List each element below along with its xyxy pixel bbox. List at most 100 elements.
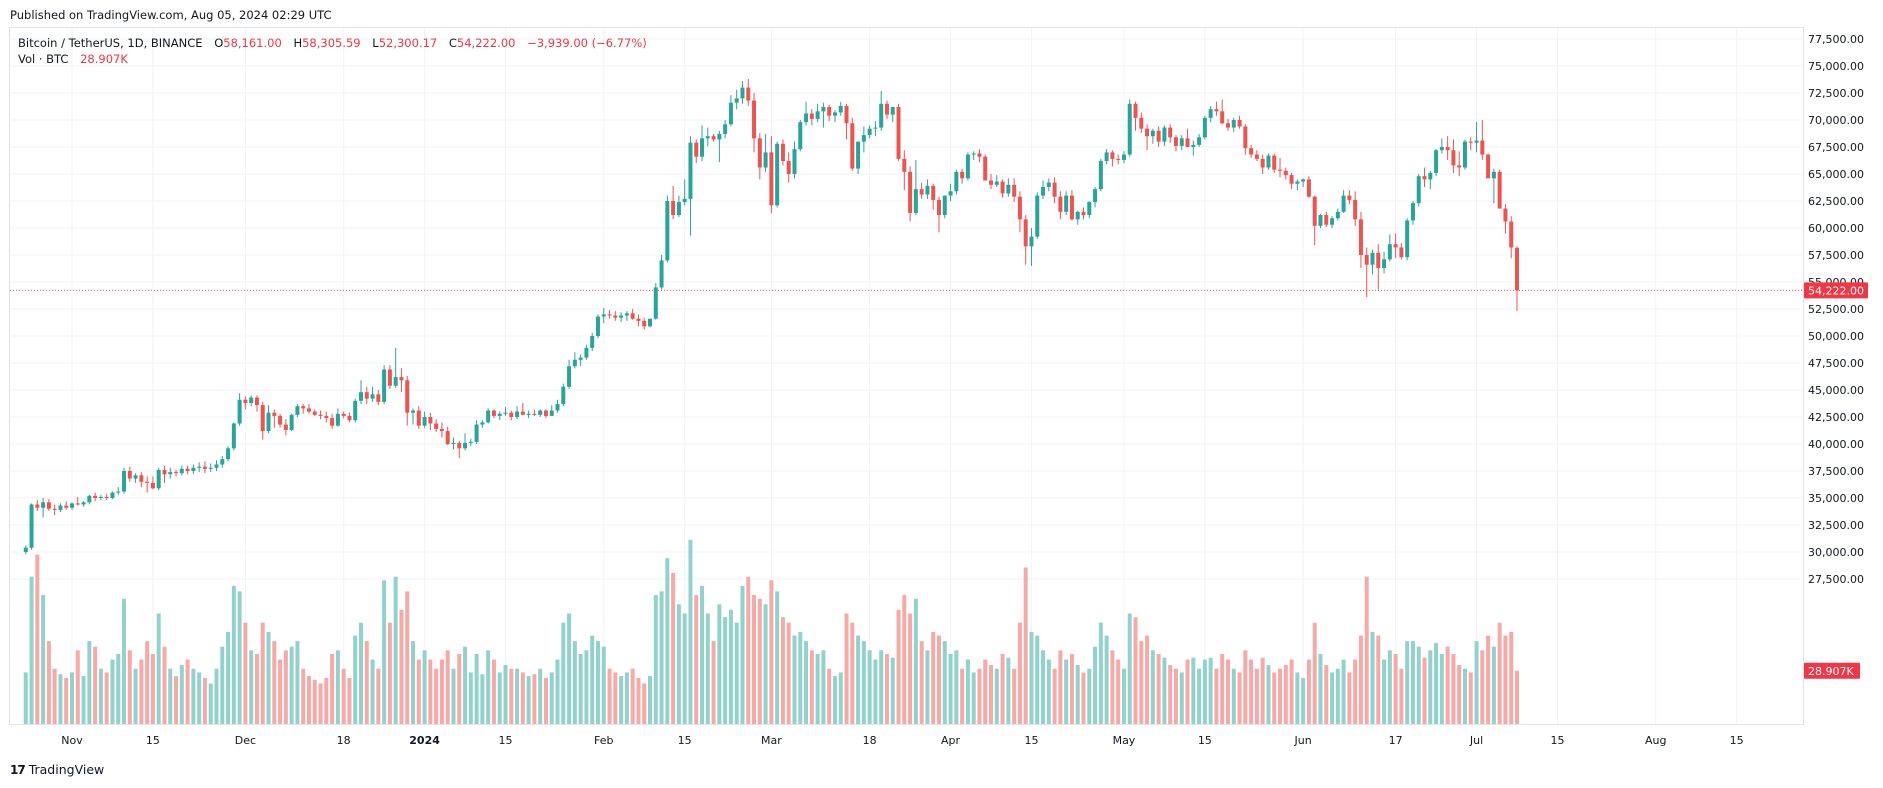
volume-bar	[23, 672, 28, 724]
volume-bar	[1093, 646, 1098, 724]
candle-body	[1399, 247, 1404, 258]
volume-bar	[965, 659, 970, 724]
candle-body	[1260, 158, 1265, 168]
candle-body	[509, 412, 514, 417]
volume-bar	[624, 672, 629, 724]
volume-bar	[723, 617, 728, 724]
volume-bar	[330, 654, 335, 724]
candle-body	[174, 472, 179, 474]
candle-body	[977, 153, 982, 157]
volume-bar	[463, 646, 468, 724]
time-tick-label: May	[1113, 734, 1136, 747]
candle-body	[341, 413, 346, 416]
candle-body	[179, 468, 184, 474]
candle-body	[41, 502, 46, 508]
candle-body	[832, 112, 837, 116]
chart-frame[interactable]	[9, 27, 1804, 725]
candle-body	[463, 442, 468, 449]
volume-bar	[630, 668, 635, 724]
candle-body	[1145, 128, 1150, 137]
volume-bar	[1272, 672, 1277, 724]
volume-bar	[127, 650, 132, 724]
candle-body	[156, 469, 161, 489]
candle-body	[139, 475, 144, 482]
volume-bar	[1509, 631, 1514, 724]
candle-body	[809, 113, 814, 119]
volume-bar	[289, 646, 294, 724]
volume-bar	[671, 572, 676, 724]
volume-bar	[896, 609, 901, 724]
volume-bar	[428, 659, 433, 724]
candle-body	[555, 404, 560, 411]
candle-body	[387, 369, 392, 386]
candle-body	[289, 414, 294, 430]
candle-body	[35, 504, 40, 508]
volume-bar	[468, 672, 473, 724]
candle-body	[1295, 181, 1300, 184]
volume-bar	[1295, 672, 1300, 724]
volume-bar	[757, 598, 762, 724]
candle-body	[1486, 154, 1491, 179]
volume-bar	[260, 622, 265, 724]
volume-bar	[1173, 668, 1178, 724]
volume-bar	[648, 676, 652, 724]
volume-bar	[884, 654, 889, 724]
candle-body	[676, 202, 681, 216]
volume-bar	[538, 668, 543, 724]
volume-bar	[46, 641, 51, 724]
price-tick-label: 72,500.00	[1808, 87, 1864, 100]
symbol-name[interactable]: Bitcoin / TetherUS, 1D, BINANCE	[18, 36, 203, 50]
time-tick-label: Dec	[235, 734, 256, 747]
volume-bar	[526, 676, 531, 724]
candle-body	[694, 142, 699, 157]
volume-bar	[1376, 635, 1381, 724]
volume-bar	[416, 659, 421, 724]
volume-bar	[1214, 668, 1219, 724]
tradingview-logo[interactable]: 17 TradingView	[10, 762, 104, 777]
volume-bar	[1335, 668, 1340, 724]
volume-bar	[1474, 641, 1479, 724]
price-tick-label: 67,500.00	[1808, 141, 1864, 154]
candle-body	[416, 410, 421, 426]
volume-label[interactable]: Vol · BTC	[18, 52, 69, 66]
volume-bar	[937, 635, 941, 724]
volume-legend-row: Vol · BTC 28.907K	[18, 51, 647, 67]
candle-body	[1006, 184, 1011, 194]
candle-body	[1266, 155, 1271, 168]
volume-bar	[1226, 659, 1230, 724]
candle-body	[220, 459, 225, 465]
candle-body	[480, 422, 485, 425]
candle-body	[98, 496, 103, 498]
volume-bar	[1035, 635, 1040, 724]
volume-bar	[122, 598, 127, 724]
volume-bar	[1324, 665, 1329, 724]
volume-bar	[1179, 672, 1184, 724]
candle-body	[1428, 172, 1433, 180]
volume-bar	[75, 650, 80, 724]
candle-body	[850, 123, 855, 169]
candle-body	[688, 142, 693, 199]
candle-body	[324, 415, 329, 419]
volume-bar	[931, 631, 936, 724]
candle-body	[202, 466, 207, 469]
volume-bar	[1237, 672, 1242, 724]
high-value: 58,305.59	[302, 36, 361, 50]
time-tick-label: 15	[1550, 734, 1564, 747]
volume-bar	[399, 609, 404, 724]
candle-body	[1306, 179, 1311, 197]
volume-bar	[145, 641, 150, 724]
volume-bar	[1393, 654, 1398, 724]
candle-body	[1202, 117, 1207, 138]
volume-bar	[1405, 641, 1410, 724]
candle-body	[434, 423, 439, 429]
volume-bar	[1249, 659, 1254, 724]
volume-bar	[133, 668, 138, 724]
candle-body	[1283, 170, 1288, 176]
candle-body	[711, 136, 716, 140]
volume-bar	[763, 604, 768, 724]
volume-bar	[1266, 665, 1271, 724]
volume-bar	[913, 598, 918, 724]
candle-body	[260, 405, 265, 432]
candle-body	[798, 122, 803, 150]
